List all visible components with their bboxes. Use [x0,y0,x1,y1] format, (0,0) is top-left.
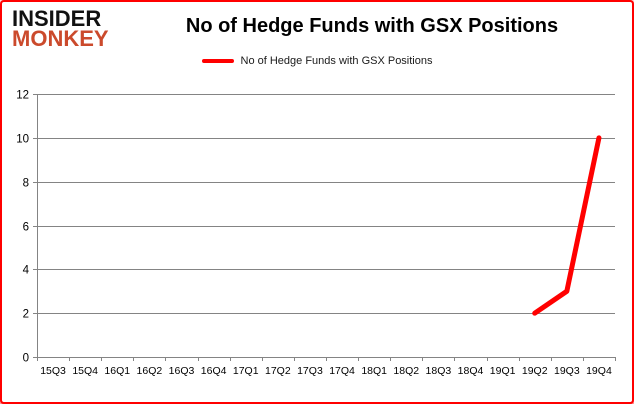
x-axis-label: 17Q4 [329,365,355,377]
y-axis-label: 8 [23,178,29,190]
logo-line-insider: INSIDER [12,6,102,31]
x-axis-label: 19Q3 [554,365,580,377]
x-axis-label: 19Q1 [490,365,516,377]
insider-monkey-logo: INSIDER MONKEY [12,6,109,52]
x-axis-label: 16Q2 [137,365,163,377]
legend-line-swatch [201,59,234,63]
y-axis-label: 12 [16,90,29,102]
y-axis-label: 6 [23,222,29,234]
chart-title: No of Hedge Funds with GSX Positions [185,15,559,37]
x-axis-label: 15Q4 [72,365,98,377]
y-axis-label: 2 [23,309,29,321]
x-axis-label: 17Q1 [233,365,259,377]
y-axis-label: 10 [16,134,29,146]
x-axis-label: 18Q4 [458,365,484,377]
x-axis-label: 19Q2 [522,365,548,377]
x-axis-label: 16Q3 [169,365,195,377]
x-axis-label: 17Q3 [297,365,323,377]
legend: No of Hedge Funds with GSX Positions [2,55,632,67]
x-axis-label: 18Q3 [426,365,452,377]
x-axis-label: 19Q4 [586,365,612,377]
x-axis-label: 17Q2 [265,365,291,377]
legend-label: No of Hedge Funds with GSX Positions [240,55,433,67]
x-axis-label: 18Q2 [393,365,419,377]
x-axis-label: 16Q1 [104,365,130,377]
x-axis-label: 18Q1 [361,365,387,377]
y-axis-label: 0 [23,353,29,365]
logo-line-monkey: MONKEY [12,26,109,52]
x-axis-label: 15Q3 [40,365,66,377]
series-line [532,135,602,316]
x-axis-label: 16Q4 [201,365,227,377]
y-axis-label: 4 [23,265,30,277]
